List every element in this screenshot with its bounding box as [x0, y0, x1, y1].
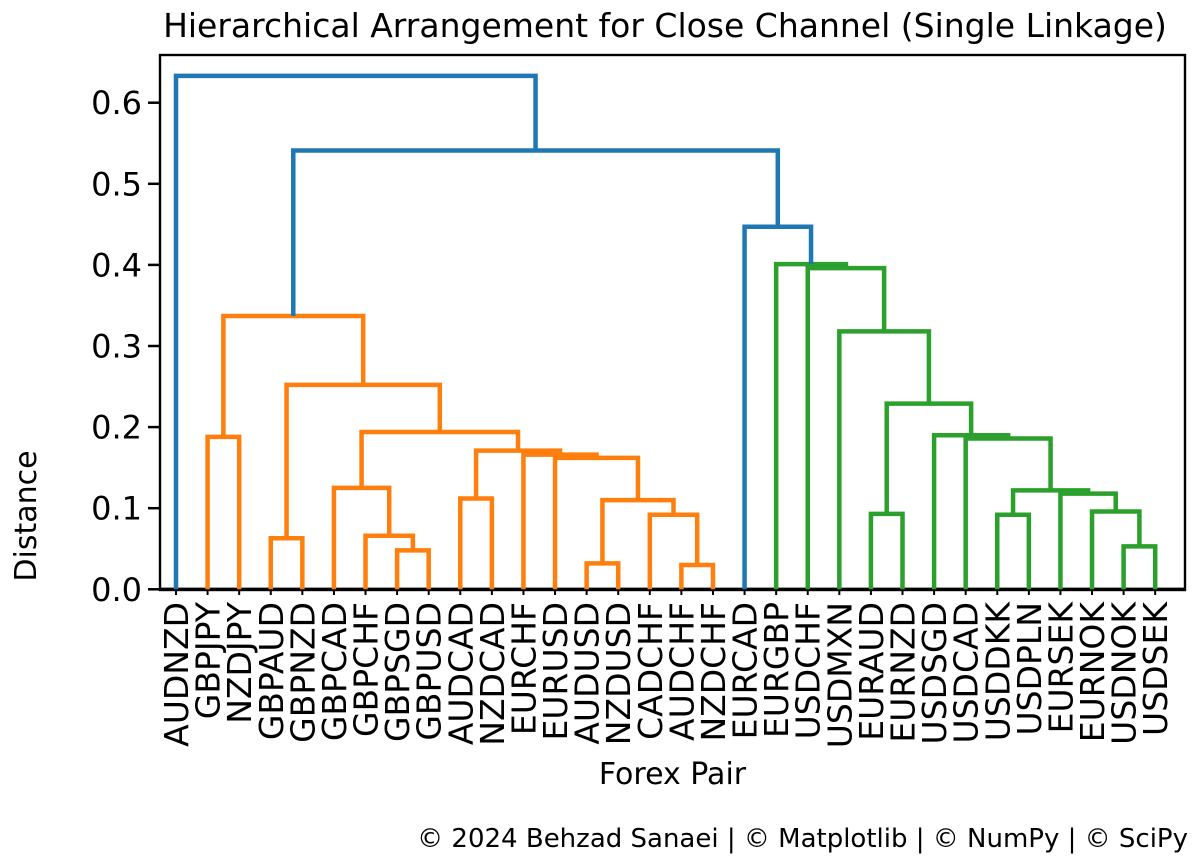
- dendrogram-link-green: [884, 401, 974, 514]
- dendrogram-link-orange: [679, 562, 716, 590]
- x-tick-label: USDCHF: [789, 602, 828, 739]
- y-tick-label: 0.3: [91, 328, 142, 366]
- y-tick-label: 0.1: [91, 490, 142, 528]
- x-tick-label: CADCHF: [631, 602, 670, 740]
- x-tick-label: GBPCHF: [347, 602, 386, 737]
- dendrogram-link-orange: [600, 497, 676, 564]
- x-tick-label: AUDNZD: [157, 602, 196, 747]
- x-tick-label: EURGBP: [757, 602, 796, 738]
- dendrogram-link-blue: [173, 73, 538, 590]
- x-tick-label: GBPAUD: [252, 602, 291, 740]
- x-tick-label: USDNOK: [1105, 601, 1144, 745]
- dendrogram-link-orange: [473, 448, 563, 499]
- dendrogram-link-orange: [647, 512, 700, 590]
- x-tick-label: EURAUD: [852, 602, 891, 741]
- x-tick-label: USDMXN: [820, 602, 859, 748]
- dendrogram-link-green: [1089, 509, 1142, 590]
- credits-text: © 2024 Behzad Sanaei | © Matplotlib | © …: [417, 824, 1188, 854]
- x-tick-label: NZDUSD: [599, 602, 638, 745]
- dendrogram-link-blue: [291, 148, 781, 316]
- dendrogram-link-orange: [205, 434, 242, 590]
- dendrogram-link-orange: [584, 561, 621, 590]
- x-tick-label: NZDCAD: [473, 602, 512, 746]
- x-axis-label: Forex Pair: [598, 757, 747, 792]
- x-tick-label: EURUSD: [536, 602, 575, 740]
- dendrogram-link-orange: [331, 485, 392, 590]
- dendrogram-link-green: [1058, 491, 1118, 590]
- dendrogram-link-orange: [359, 429, 521, 488]
- y-tick-label: 0.2: [91, 409, 142, 447]
- y-tick-label: 0.6: [91, 84, 142, 122]
- y-tick-label: 0.4: [91, 246, 142, 284]
- x-tick-label: GBPUSD: [410, 602, 449, 741]
- x-tick-label: EURNZD: [884, 602, 923, 743]
- x-tick-label: USDDKK: [978, 601, 1017, 742]
- dendrogram-link-green: [837, 329, 932, 590]
- x-tick-label: EURNOK: [1073, 601, 1112, 743]
- dendrogram-link-green: [773, 261, 849, 590]
- x-tick-label: NZDJPY: [220, 601, 259, 724]
- dendrogram-link-green: [868, 511, 905, 590]
- dendrogram-link-orange: [552, 455, 641, 590]
- x-tick-label: USDPLN: [1010, 602, 1049, 735]
- x-tick-label: GBPCAD: [315, 602, 354, 741]
- x-tick-label: GBPJPY: [189, 601, 228, 719]
- dendrogram-link-orange: [394, 548, 431, 590]
- dendrogram-link-orange: [458, 496, 495, 590]
- x-tick-label: EURCAD: [726, 602, 765, 739]
- dendrogram-link-orange: [221, 313, 366, 437]
- x-tick-label: USDCAD: [947, 602, 986, 744]
- x-tick-label: GBPNZD: [283, 602, 322, 743]
- x-tick-label: NZDCHF: [694, 602, 733, 742]
- x-tick-label: EURCHF: [504, 602, 543, 735]
- x-tick-label: AUDUSD: [568, 602, 607, 745]
- dendrogram-link-green: [1121, 544, 1158, 590]
- x-tick-label: USDSEK: [1136, 601, 1175, 736]
- x-tick-label: USDSGD: [915, 602, 954, 744]
- x-tick-label: AUDCAD: [441, 602, 480, 745]
- dendrogram-link-orange: [363, 533, 416, 590]
- chart-title: Hierarchical Arrangement for Close Chann…: [163, 6, 1167, 45]
- x-tick-label: AUDCHF: [662, 602, 701, 741]
- dendrogram-link-orange: [268, 535, 305, 590]
- y-tick-label: 0.5: [91, 165, 142, 203]
- y-axis-label: Distance: [9, 450, 44, 582]
- y-tick-label: 0.0: [91, 571, 142, 609]
- x-tick-label: GBPSGD: [378, 602, 417, 742]
- x-tick-label: EURSEK: [1041, 601, 1080, 734]
- dendrogram-link-green: [995, 512, 1032, 590]
